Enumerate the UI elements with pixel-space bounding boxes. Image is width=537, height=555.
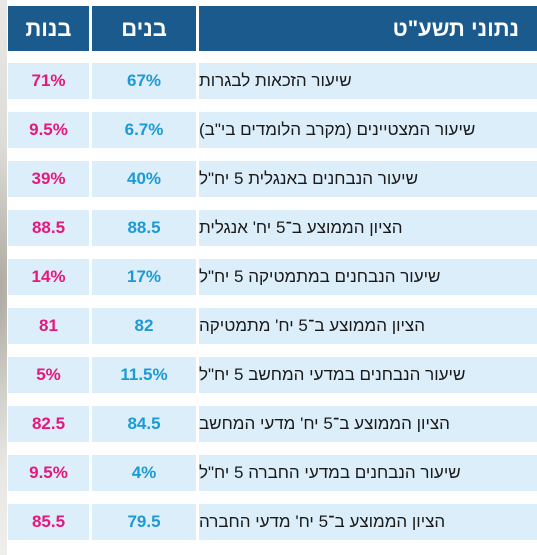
girls-value: 9.5%: [8, 112, 89, 148]
table-row: 9.5% 6.7% שיעור המצטיינים (מקרב הלומדים …: [7, 106, 537, 154]
boys-value: 6.7%: [92, 112, 196, 148]
data-table: בנות בנים נתוני תשע"ט 71% 67% שיעור הזכא…: [7, 0, 537, 555]
boys-value: 82: [92, 308, 196, 344]
table-row: 71% 67% שיעור הזכאות לבגרות: [7, 57, 537, 105]
header-boys: בנים: [92, 6, 196, 51]
table-row: 39% 40% שיעור הנבחנים באנגלית 5 יח"ל: [7, 155, 537, 203]
row-label: הציון הממוצע ב־5 יח' מתמטיקה: [199, 308, 537, 344]
table-row: 14% 17% שיעור הנבחנים במתמטיקה 5 יח"ל: [7, 253, 537, 301]
row-label: הציון הממוצע ב־5 יח' מדעי החברה: [199, 504, 537, 540]
row-label: שיעור הזכאות לבגרות: [199, 63, 537, 99]
girls-value: 85.5: [8, 504, 89, 540]
header-girls: בנות: [8, 6, 89, 51]
row-label: שיעור הנבחנים במדעי המחשב 5 יח"ל: [199, 357, 537, 393]
girls-value: 39%: [8, 161, 89, 197]
boys-value: 88.5: [92, 210, 196, 246]
table-row: 9.5% 4% שיעור הנבחנים במדעי החברה 5 יח"ל: [7, 449, 537, 497]
girls-value: 82.5: [8, 406, 89, 442]
girls-value: 14%: [8, 259, 89, 295]
girls-value: 88.5: [8, 210, 89, 246]
boys-value: 79.5: [92, 504, 196, 540]
row-label: שיעור הנבחנים באנגלית 5 יח"ל: [199, 161, 537, 197]
table-row: 5% 11.5% שיעור הנבחנים במדעי המחשב 5 יח"…: [7, 351, 537, 399]
boys-value: 17%: [92, 259, 196, 295]
table-row: 88.5 88.5 הציון הממוצע ב־5 יח' אנגלית: [7, 204, 537, 252]
girls-value: 81: [8, 308, 89, 344]
girls-value: 71%: [8, 63, 89, 99]
row-label: הציון הממוצע ב־5 יח' אנגלית: [199, 210, 537, 246]
boys-value: 67%: [92, 63, 196, 99]
boys-value: 11.5%: [92, 357, 196, 393]
row-label: שיעור המצטיינים (מקרב הלומדים בי"ב): [199, 112, 537, 148]
row-label: שיעור הנבחנים במתמטיקה 5 יח"ל: [199, 259, 537, 295]
row-label: הציון הממוצע ב־5 יח' מדעי המחשב: [199, 406, 537, 442]
table-row: 85.5 79.5 הציון הממוצע ב־5 יח' מדעי החבר…: [7, 498, 537, 546]
header-title: נתוני תשע"ט: [199, 6, 537, 51]
boys-value: 4%: [92, 455, 196, 491]
table-header-row: בנות בנים נתוני תשע"ט: [7, 0, 537, 57]
boys-value: 40%: [92, 161, 196, 197]
girls-value: 9.5%: [8, 455, 89, 491]
row-label: שיעור הנבחנים במדעי החברה 5 יח"ל: [199, 455, 537, 491]
table-row: 82.5 84.5 הציון הממוצע ב־5 יח' מדעי המחש…: [7, 400, 537, 448]
boys-value: 84.5: [92, 406, 196, 442]
table-row: 81 82 הציון הממוצע ב־5 יח' מתמטיקה: [7, 302, 537, 350]
girls-value: 5%: [8, 357, 89, 393]
